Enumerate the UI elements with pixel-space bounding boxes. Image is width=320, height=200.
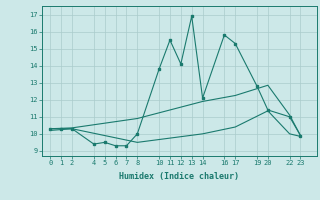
X-axis label: Humidex (Indice chaleur): Humidex (Indice chaleur) [119, 172, 239, 181]
